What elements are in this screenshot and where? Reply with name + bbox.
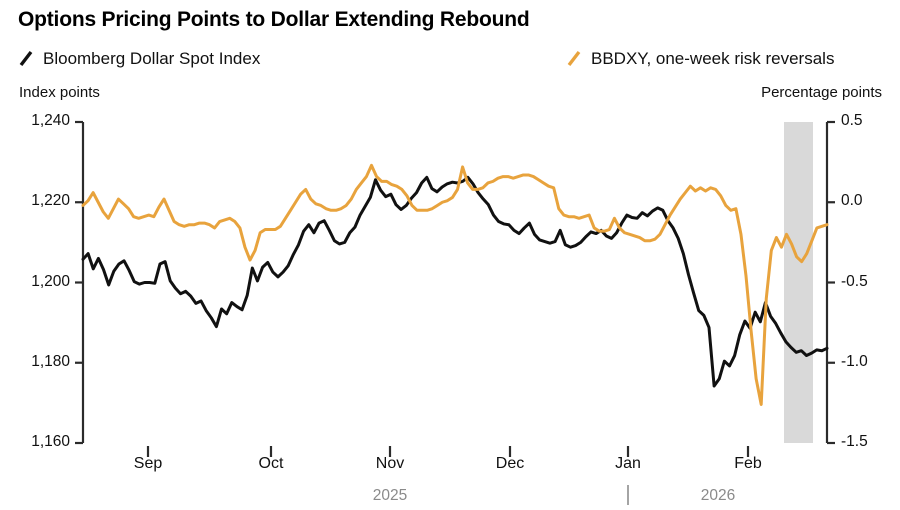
legend-item-bbdxy-risk-reversals: BBDXY, one-week risk reversals [567,50,834,67]
right-axis-tick-label: -0.5 [841,272,868,290]
x-axis-tick-label: Feb [734,455,762,472]
right-axis-tick-label: -1.0 [841,352,868,370]
right-axis-tick-label: -1.5 [841,433,868,450]
x-axis-tick-label: Oct [258,455,284,472]
left-axis-tick-label: 1,240 [31,112,70,129]
x-axis-tick-label: Dec [495,455,525,472]
shaded-band [784,122,813,443]
page-title: Options Pricing Points to Dollar Extendi… [18,8,530,31]
left-axis-tick-label: 1,200 [31,272,70,290]
legend-item-bloomberg-dollar-spot-index: Bloomberg Dollar Spot Index [19,50,260,67]
axis-lines [75,120,835,505]
legend-label: Bloomberg Dollar Spot Index [43,49,261,68]
slash-marker-icon [567,50,582,67]
left-axis-title: Index points [19,84,100,101]
slash-marker-icon [19,50,34,67]
x-axis-year-label: 2025 [372,487,408,504]
right-axis-title: Percentage points [761,84,882,101]
series-lines [81,163,829,406]
x-axis-tick-label: Jan [615,455,641,472]
left-axis-tick-label: 1,160 [31,433,70,450]
legend-label: BBDXY, one-week risk reversals [591,49,835,68]
right-axis-tick-label: 0.0 [841,192,863,210]
left-axis-tick-label: 1,180 [31,352,70,370]
x-axis-tick-label: Sep [133,455,163,472]
right-axis-tick-label: 0.5 [841,112,863,129]
x-axis-year-label: 2026 [700,487,736,504]
left-axis-tick-label: 1,220 [31,192,70,210]
x-axis-tick-label: Nov [375,455,405,472]
